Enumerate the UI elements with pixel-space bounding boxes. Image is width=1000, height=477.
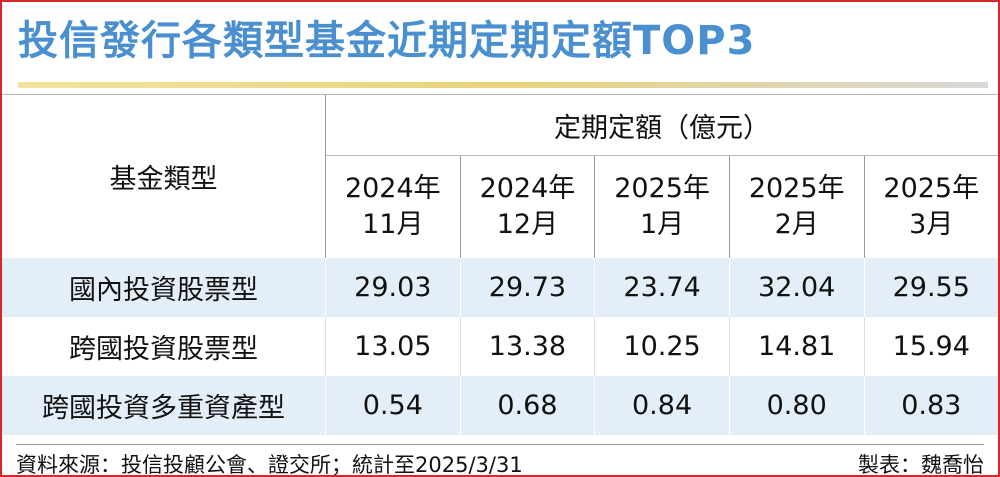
cell: 0.68 — [459, 376, 595, 435]
cell: 13.38 — [459, 317, 595, 376]
cell: 29.55 — [863, 258, 998, 317]
cell: 0.83 — [863, 376, 998, 435]
column-year: 2025年 — [883, 173, 980, 204]
cell: 10.25 — [594, 317, 730, 376]
cell: 23.74 — [594, 258, 730, 317]
column-year: 2025年 — [748, 173, 845, 204]
row-label: 跨國投資股票型 — [2, 317, 326, 376]
title: 投信發行各類型基金近期定期定額TOP3 — [18, 18, 756, 64]
cell: 32.04 — [728, 258, 864, 317]
column-year: 2025年 — [614, 173, 710, 204]
cell: 0.84 — [594, 376, 730, 435]
column-month: 2月 — [774, 209, 819, 240]
row-header: 基金類型 — [2, 94, 326, 258]
column-month: 3月 — [909, 209, 954, 240]
group-header: 定期定額（億元） — [325, 94, 998, 156]
title-rule — [18, 82, 988, 88]
column-header: 2024年 11月 — [325, 155, 461, 258]
cell: 29.03 — [325, 258, 461, 317]
column-header-row: 2024年 11月 2024年 12月 2025年 1月 2025年 2月 2025年 3月 — [2, 155, 998, 258]
column-month: 12月 — [496, 209, 559, 240]
row-label: 國內投資股票型 — [2, 258, 326, 317]
column-header: 2025年 1月 — [594, 155, 730, 258]
footer: 資料來源：投信投顧公會、證交所；統計至2025/3/31 製表：魏喬怡 — [16, 444, 984, 477]
source: 資料來源：投信投顧公會、證交所；統計至2025/3/31 — [16, 453, 523, 477]
column-header: 2025年 2月 — [728, 155, 864, 258]
column-month: 11月 — [362, 209, 424, 240]
cell: 0.54 — [325, 376, 461, 435]
column-header: 2025年 3月 — [863, 155, 998, 258]
data-row: 國內投資股票型 29.03 29.73 23.74 32.04 29.55 — [2, 258, 998, 317]
column-month: 1月 — [639, 209, 685, 240]
header-row: 基金類型 定期定額（億元） — [2, 94, 998, 258]
column-year: 2024年 — [344, 173, 441, 204]
column-header: 2024年 12月 — [459, 155, 595, 258]
cell: 15.94 — [863, 317, 998, 376]
cell: 14.81 — [728, 317, 864, 376]
data-row: 跨國投資多重資產型 0.54 0.68 0.84 0.80 0.83 — [2, 376, 998, 435]
row-label: 跨國投資多重資產型 — [2, 376, 326, 435]
author: 製表：魏喬怡 — [858, 453, 984, 477]
fund-table: 基金類型 定期定額（億元） 2024年 11月 2024年 12月 2025年 1月 202… — [2, 94, 998, 435]
cell: 29.73 — [459, 258, 595, 317]
cell: 0.80 — [728, 376, 864, 435]
cell: 13.05 — [325, 317, 461, 376]
column-year: 2024年 — [479, 173, 576, 204]
data-row: 跨國投資股票型 13.05 13.38 10.25 14.81 15.94 — [2, 317, 998, 376]
